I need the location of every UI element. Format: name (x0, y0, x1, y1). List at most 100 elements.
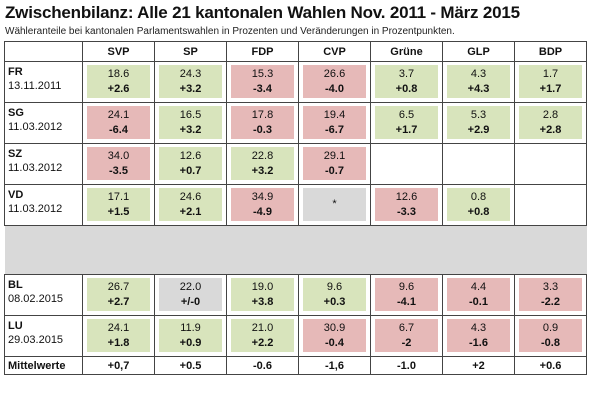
election-date: 11.03.2012 (8, 162, 63, 174)
party-cell: 22.8 +3.2 (226, 143, 299, 185)
election-date: 08.02.2015 (8, 293, 64, 305)
vote-share: 0.8 (470, 190, 487, 203)
table-row: SZ 11.03.2012 34.0 -3.5 12.6 +0.7 22.8 +3.2 29.1… (4, 143, 587, 185)
vote-change: +1.7 (395, 123, 418, 136)
result-box: 19.4 -6.7 (303, 106, 366, 139)
result-box: 3.7 +0.8 (375, 65, 438, 98)
party-cell: 4.3 +4.3 (442, 61, 515, 103)
mean-value: -1,6 (298, 356, 371, 375)
separator-band (4, 225, 587, 275)
party-cell: 6.5 +1.7 (370, 102, 443, 144)
result-box: 5.3 +2.9 (447, 106, 510, 139)
result-box: 21.0 +2.2 (231, 319, 294, 352)
vote-share: 22.8 (251, 149, 274, 162)
result-box: 9.6 +0.3 (303, 278, 366, 311)
party-cell: * (298, 184, 371, 226)
party-cell: 19.0 +3.8 (226, 274, 299, 316)
vote-change: -3.4 (253, 82, 272, 95)
vote-share: 17.8 (251, 108, 274, 121)
party-cell: 2.8 +2.8 (514, 102, 587, 144)
result-box (375, 147, 438, 180)
vote-change: +0.9 (179, 336, 202, 349)
vote-change: +0.8 (467, 205, 490, 218)
result-box: 26.6 -4.0 (303, 65, 366, 98)
result-box: 34.9 -4.9 (231, 188, 294, 221)
vote-change: -6.4 (109, 123, 128, 136)
party-cell: 16.5 +3.2 (154, 102, 227, 144)
election-date: 13.11.2011 (8, 80, 62, 92)
vote-share: 6.5 (398, 108, 415, 121)
result-box: 30.9 -0.4 (303, 319, 366, 352)
table-row: SG 11.03.2012 24.1 -6.4 16.5 +3.2 17.8 -0.3 19.4… (4, 102, 587, 144)
header-party: BDP (514, 41, 587, 62)
result-box: 19.0 +3.8 (231, 278, 294, 311)
result-box: 0.9 -0.8 (519, 319, 582, 352)
result-box: 3.3 -2.2 (519, 278, 582, 311)
vote-share: 12.6 (179, 149, 202, 162)
canton-cell: VD 11.03.2012 (4, 184, 83, 226)
party-cell: 3.7 +0.8 (370, 61, 443, 103)
result-box (519, 147, 582, 180)
vote-change: -3.5 (109, 164, 128, 177)
party-cell (514, 184, 587, 226)
party-cell: 26.6 -4.0 (298, 61, 371, 103)
vote-share: 3.3 (542, 280, 559, 293)
mean-label: Mittelwerte (4, 356, 83, 375)
party-cell: 9.6 -4.1 (370, 274, 443, 316)
result-box (519, 188, 582, 221)
vote-share: 4.3 (470, 67, 487, 80)
result-box: 22.8 +3.2 (231, 147, 294, 180)
vote-share: 18.6 (107, 67, 130, 80)
vote-share: 24.1 (107, 321, 130, 334)
result-box: 6.5 +1.7 (375, 106, 438, 139)
vote-share: 17.1 (107, 190, 130, 203)
vote-share: 5.3 (470, 108, 487, 121)
vote-share: 6.7 (398, 321, 415, 334)
header-party: CVP (298, 41, 371, 62)
result-box: 2.8 +2.8 (519, 106, 582, 139)
result-box: 18.6 +2.6 (87, 65, 150, 98)
mean-value: +0.6 (514, 356, 587, 375)
vote-change: +3.2 (179, 82, 202, 95)
party-cell: 0.9 -0.8 (514, 315, 587, 357)
vote-change: -4.0 (325, 82, 344, 95)
result-box: 1.7 +1.7 (519, 65, 582, 98)
vote-change: +3.8 (251, 295, 274, 308)
mean-value: -0.6 (226, 356, 299, 375)
result-box: 9.6 -4.1 (375, 278, 438, 311)
result-box: 24.1 +1.8 (87, 319, 150, 352)
vote-change: -3.3 (397, 205, 416, 218)
party-cell: 24.1 -6.4 (82, 102, 155, 144)
vote-change: -4.1 (397, 295, 416, 308)
party-cell: 34.0 -3.5 (82, 143, 155, 185)
party-cell: 1.7 +1.7 (514, 61, 587, 103)
party-cell: 5.3 +2.9 (442, 102, 515, 144)
party-cell (514, 143, 587, 185)
party-cell: 9.6 +0.3 (298, 274, 371, 316)
vote-share: 24.1 (107, 108, 130, 121)
result-box: 0.8 +0.8 (447, 188, 510, 221)
mean-value: +2 (442, 356, 515, 375)
party-cell: 12.6 +0.7 (154, 143, 227, 185)
vote-change: -0.8 (541, 336, 560, 349)
mean-value: +0,7 (82, 356, 155, 375)
canton-name: SG (8, 107, 24, 119)
vote-share: 34.0 (107, 149, 130, 162)
result-box: 12.6 +0.7 (159, 147, 222, 180)
result-box: 12.6 -3.3 (375, 188, 438, 221)
result-box: 34.0 -3.5 (87, 147, 150, 180)
page-title: Zwischenbilanz: Alle 21 kantonalen Wahle… (5, 3, 520, 22)
party-cell: 3.3 -2.2 (514, 274, 587, 316)
vote-change: +0.8 (395, 82, 418, 95)
results-table: SVP SP FDP CVP Grüne GLP BDP FR 13.11.201… (4, 41, 587, 375)
result-box: 17.8 -0.3 (231, 106, 294, 139)
result-box: 22.0 +/-0 (159, 278, 222, 311)
vote-share: 29.1 (323, 149, 346, 162)
party-cell (370, 143, 443, 185)
vote-share: 26.6 (323, 67, 346, 80)
party-cell: 17.1 +1.5 (82, 184, 155, 226)
party-cell: 4.4 -0.1 (442, 274, 515, 316)
result-box: 29.1 -0.7 (303, 147, 366, 180)
header-party: SVP (82, 41, 155, 62)
party-cell: 29.1 -0.7 (298, 143, 371, 185)
